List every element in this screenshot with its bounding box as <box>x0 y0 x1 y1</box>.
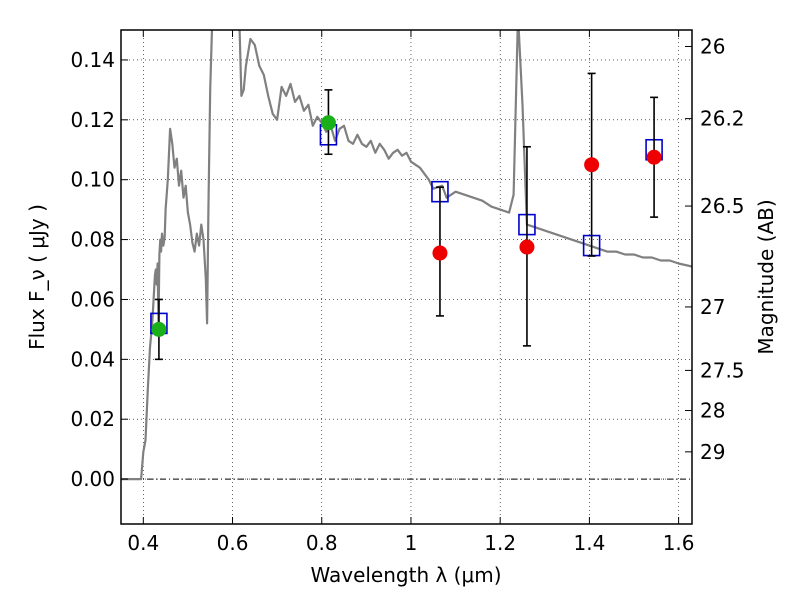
marker-layer <box>150 72 663 361</box>
x-tick-label: 1 <box>405 531 418 555</box>
y2-tick-label: 29 <box>700 440 725 464</box>
ticks <box>121 30 692 524</box>
detection-point <box>151 321 167 337</box>
x-axis-label: Wavelength λ (μm) <box>310 563 501 587</box>
x-tick-label: 1.2 <box>484 531 516 555</box>
x-tick-label: 1.4 <box>573 531 605 555</box>
y-tick-label: 0.04 <box>70 347 115 371</box>
nondetection-point <box>432 245 448 261</box>
y-tick-label: 0.06 <box>70 287 115 311</box>
nondetection-point <box>646 149 662 165</box>
y2-tick-label: 26.5 <box>700 194 745 218</box>
x-tick-label: 0.4 <box>127 531 159 555</box>
y-tick-label: 0.12 <box>70 108 115 132</box>
y2-tick-label: 27 <box>700 295 725 319</box>
y-tick-label: 0.02 <box>70 407 115 431</box>
model-spectrum-line <box>121 30 692 481</box>
x-tick-label: 1.6 <box>663 531 695 555</box>
y2-tick-label: 26 <box>700 34 725 58</box>
y2-axis-label: Magnitude (AB) <box>754 199 778 354</box>
plot-background <box>121 30 692 524</box>
y-tick-label: 0.00 <box>70 467 115 491</box>
tick-labels: 0.4 0.6 0.8 1 1.2 1.4 1.6 0.00 0.02 0.04 0.06 0.08 0… <box>70 34 744 555</box>
detection-point <box>320 115 336 131</box>
y-tick-label: 0.08 <box>70 228 115 252</box>
nondetection-point <box>584 157 600 173</box>
nondetection-point <box>519 239 535 255</box>
plot-frame <box>120 29 693 525</box>
y-tick-label: 0.14 <box>70 48 115 72</box>
x-tick-label: 0.8 <box>306 531 338 555</box>
y2-tick-label: 27.5 <box>700 358 745 382</box>
y2-tick-label: 26.2 <box>700 107 745 131</box>
y-tick-label: 0.10 <box>70 168 115 192</box>
y2-tick-label: 28 <box>700 399 725 423</box>
y-axis-label: Flux F_ν ( μJy ) <box>25 204 49 350</box>
x-tick-label: 0.6 <box>217 531 249 555</box>
series-layer <box>121 30 692 481</box>
